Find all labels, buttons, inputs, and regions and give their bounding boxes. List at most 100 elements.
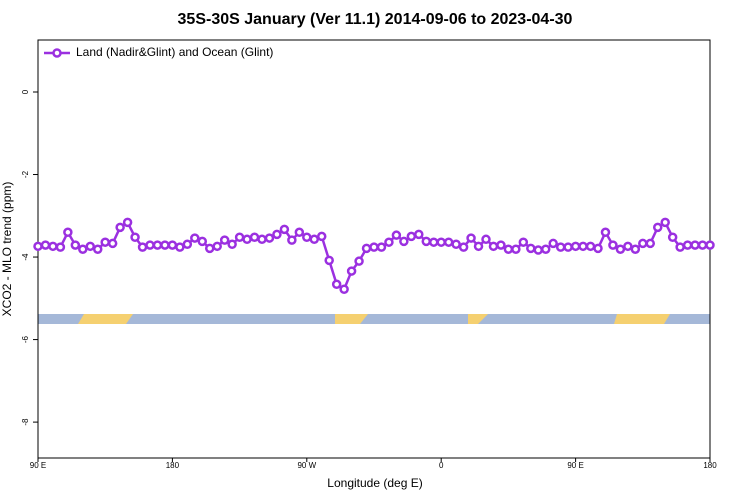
data-point — [107, 238, 118, 249]
data-point — [33, 241, 43, 252]
data-point — [548, 238, 558, 249]
data-point — [287, 235, 297, 245]
data-point — [227, 239, 237, 250]
data-point — [167, 240, 178, 250]
data-point — [369, 242, 379, 252]
data-point — [690, 240, 700, 250]
data-point — [361, 243, 372, 254]
data-point — [458, 242, 469, 252]
data-point — [264, 233, 275, 243]
y-tick-label: -6 — [21, 335, 30, 343]
y-tick-label: -2 — [21, 170, 30, 178]
data-point — [705, 240, 715, 250]
data-point — [279, 224, 290, 235]
data-point — [623, 241, 633, 252]
data-point — [570, 241, 581, 252]
data-point — [608, 240, 618, 250]
data-point — [48, 241, 58, 252]
data-point — [257, 234, 267, 245]
data-point — [324, 255, 334, 266]
x-tick-label: 0 — [439, 461, 444, 470]
data-point — [675, 242, 685, 252]
data-point — [182, 239, 193, 250]
data-point — [660, 217, 670, 228]
land-patch — [78, 314, 133, 324]
x-tick-label: 90 W — [297, 461, 316, 470]
y-tick-label: -8 — [21, 418, 30, 426]
data-point — [354, 256, 364, 266]
data-point — [331, 279, 342, 290]
land-patch — [614, 314, 670, 324]
data-point — [145, 240, 155, 250]
legend-label: Land (Nadir&Glint) and Ocean (Glint) — [76, 45, 273, 59]
x-tick-label: 90 E — [30, 461, 46, 470]
data-point — [526, 243, 536, 254]
data-point — [302, 232, 312, 242]
data-point — [40, 240, 51, 250]
data-point — [667, 232, 678, 242]
data-point — [175, 242, 185, 252]
data-point — [555, 242, 566, 252]
data-point — [399, 236, 409, 247]
data-point — [63, 227, 73, 238]
data-point — [152, 240, 163, 250]
data-point — [630, 244, 641, 254]
data-point — [682, 240, 693, 250]
data-point — [316, 231, 327, 242]
data-point — [473, 241, 484, 252]
data-point — [130, 232, 140, 242]
data-point — [160, 240, 170, 250]
chart-title: 35S-30S January (Ver 11.1) 2014-09-06 to… — [178, 11, 573, 28]
data-point — [384, 237, 394, 247]
data-point — [100, 237, 110, 247]
data-point — [85, 241, 96, 252]
data-point — [466, 233, 476, 243]
data-point — [70, 240, 81, 250]
land-patch — [468, 314, 488, 324]
data-point — [652, 222, 663, 233]
data-point — [638, 238, 648, 249]
data-point — [346, 266, 357, 276]
data-point — [540, 244, 551, 254]
data-point — [376, 242, 387, 252]
data-point — [137, 242, 148, 252]
data-point — [645, 238, 656, 249]
data-point — [451, 239, 461, 250]
data-point — [339, 284, 349, 294]
data-point — [593, 243, 603, 254]
data-point — [78, 244, 88, 254]
data-point — [421, 236, 432, 247]
data-point — [55, 242, 66, 252]
y-tick-label: 0 — [21, 89, 30, 94]
data-point — [242, 234, 252, 245]
data-point — [197, 236, 208, 247]
land-patch — [335, 314, 368, 324]
x-tick-label: 90 E — [567, 461, 583, 470]
data-point — [481, 234, 491, 245]
data-point — [204, 243, 215, 254]
x-tick-label: 180 — [703, 461, 717, 470]
y-axis-label: XCO2 - MLO trend (ppm) — [0, 182, 14, 317]
data-point — [436, 237, 446, 247]
data-point — [697, 240, 708, 250]
data-point — [190, 233, 200, 243]
data-point — [488, 241, 499, 252]
x-axis-label: Longitude (deg E) — [327, 476, 422, 490]
data-point — [414, 229, 424, 240]
x-tick-label: 180 — [166, 461, 180, 470]
data-point — [503, 244, 514, 254]
data-point — [578, 241, 588, 252]
land-ocean-strip — [38, 314, 710, 324]
data-point — [115, 222, 125, 233]
data-point — [496, 240, 506, 250]
data-point — [615, 244, 626, 254]
data-point — [443, 237, 454, 247]
data-point — [122, 217, 133, 228]
data-point — [294, 227, 305, 238]
data-point — [309, 234, 320, 245]
data-point — [272, 229, 282, 240]
data-point — [406, 231, 417, 242]
ocean-band — [38, 314, 710, 324]
data-point — [518, 237, 529, 247]
